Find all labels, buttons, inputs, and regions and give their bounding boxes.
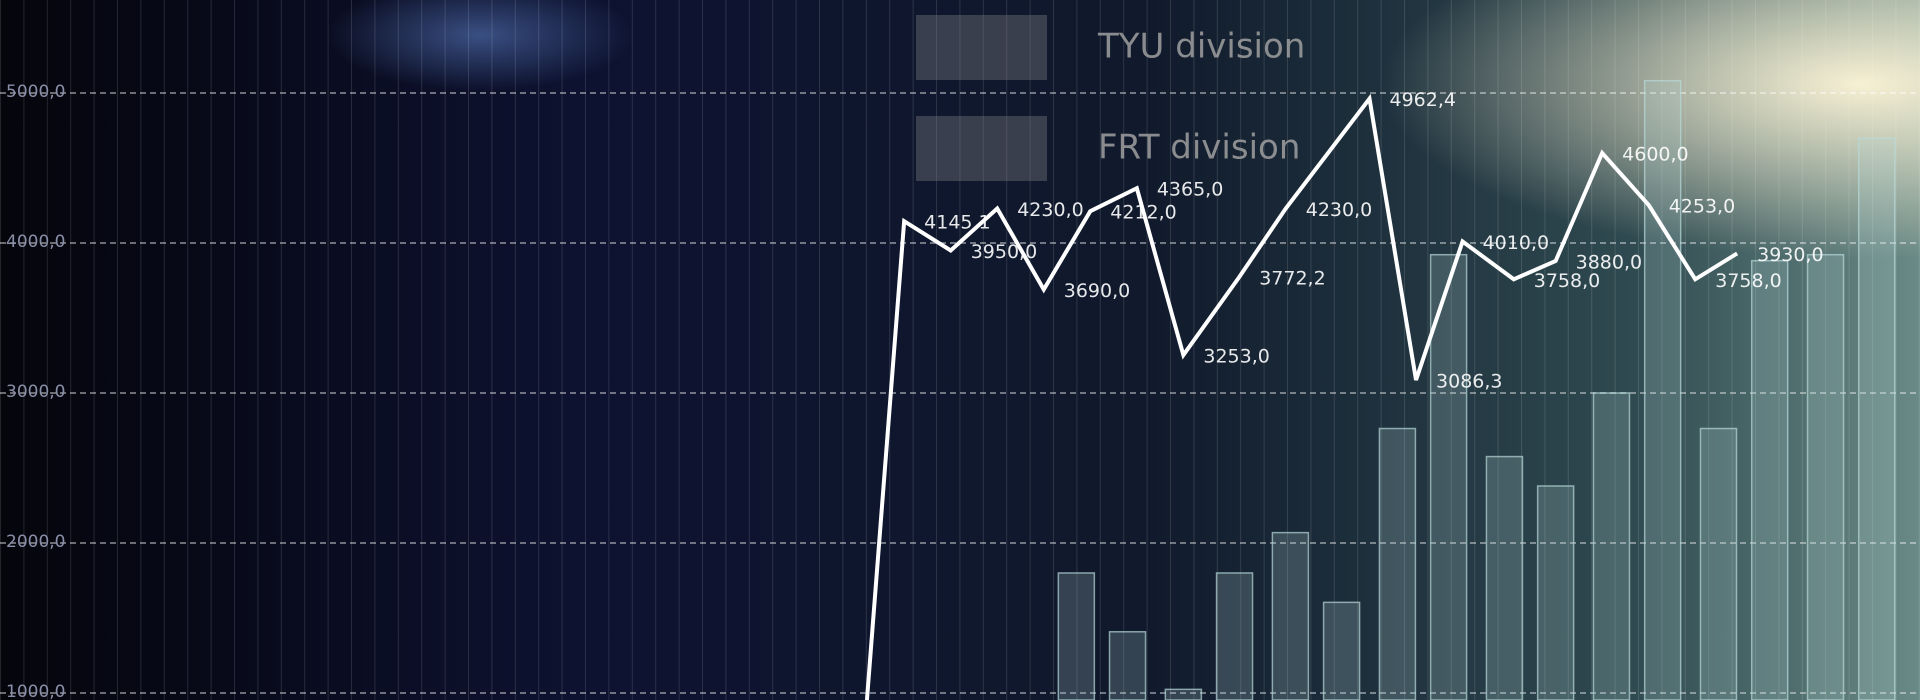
legend-label: TYU division: [1097, 27, 1305, 67]
bar: [1271, 531, 1310, 700]
y-tick-label: 4000,0: [6, 232, 65, 252]
bar: [1429, 253, 1468, 700]
data-label: 4962,4: [1390, 89, 1456, 111]
bar: [1536, 485, 1575, 700]
data-label: 3880,0: [1576, 251, 1642, 273]
data-label: 3690,0: [1064, 280, 1130, 302]
legend-swatch: [916, 15, 1047, 80]
y-tick-label: 5000,0: [6, 82, 65, 102]
bar: [1057, 572, 1096, 700]
data-label: 4365,0: [1157, 179, 1223, 201]
bar: [1750, 259, 1789, 700]
data-label: 3758,0: [1534, 270, 1600, 292]
y-tick-label: 3000,0: [6, 382, 65, 402]
data-label: 4230,0: [1306, 199, 1372, 221]
data-label: 4145,1: [924, 212, 990, 234]
bar: [1215, 572, 1254, 700]
bar: [1108, 631, 1147, 700]
data-label: 3772,2: [1259, 268, 1325, 290]
data-label: 4212,0: [1110, 202, 1176, 224]
bar: [1164, 688, 1203, 700]
data-label: 3758,0: [1715, 270, 1781, 292]
data-label: 3086,3: [1436, 371, 1502, 393]
bar: [1322, 601, 1361, 700]
y-tick-label: 1000,0: [6, 682, 65, 700]
bar: [1592, 392, 1631, 700]
legend: TYU division FRT division: [916, 15, 1305, 181]
data-label: 4230,0: [1017, 199, 1083, 221]
data-label: 3950,0: [971, 241, 1037, 263]
data-label: 3253,0: [1203, 346, 1269, 368]
bar: [1643, 79, 1682, 700]
legend-label: FRT division: [1098, 128, 1300, 168]
data-label: 4010,0: [1483, 232, 1549, 254]
data-label: 3930,0: [1757, 244, 1823, 266]
data-label: 4600,0: [1622, 143, 1688, 165]
bar: [1699, 427, 1738, 700]
bars: [1057, 79, 1896, 700]
bar: [1378, 427, 1417, 700]
data-label: 4253,0: [1669, 196, 1735, 218]
line: [864, 93, 1739, 700]
bar: [1485, 455, 1524, 700]
y-tick-label: 2000,0: [6, 532, 65, 552]
legend-swatch: [916, 116, 1047, 181]
bar: [1857, 137, 1896, 700]
bar: [1806, 253, 1845, 700]
